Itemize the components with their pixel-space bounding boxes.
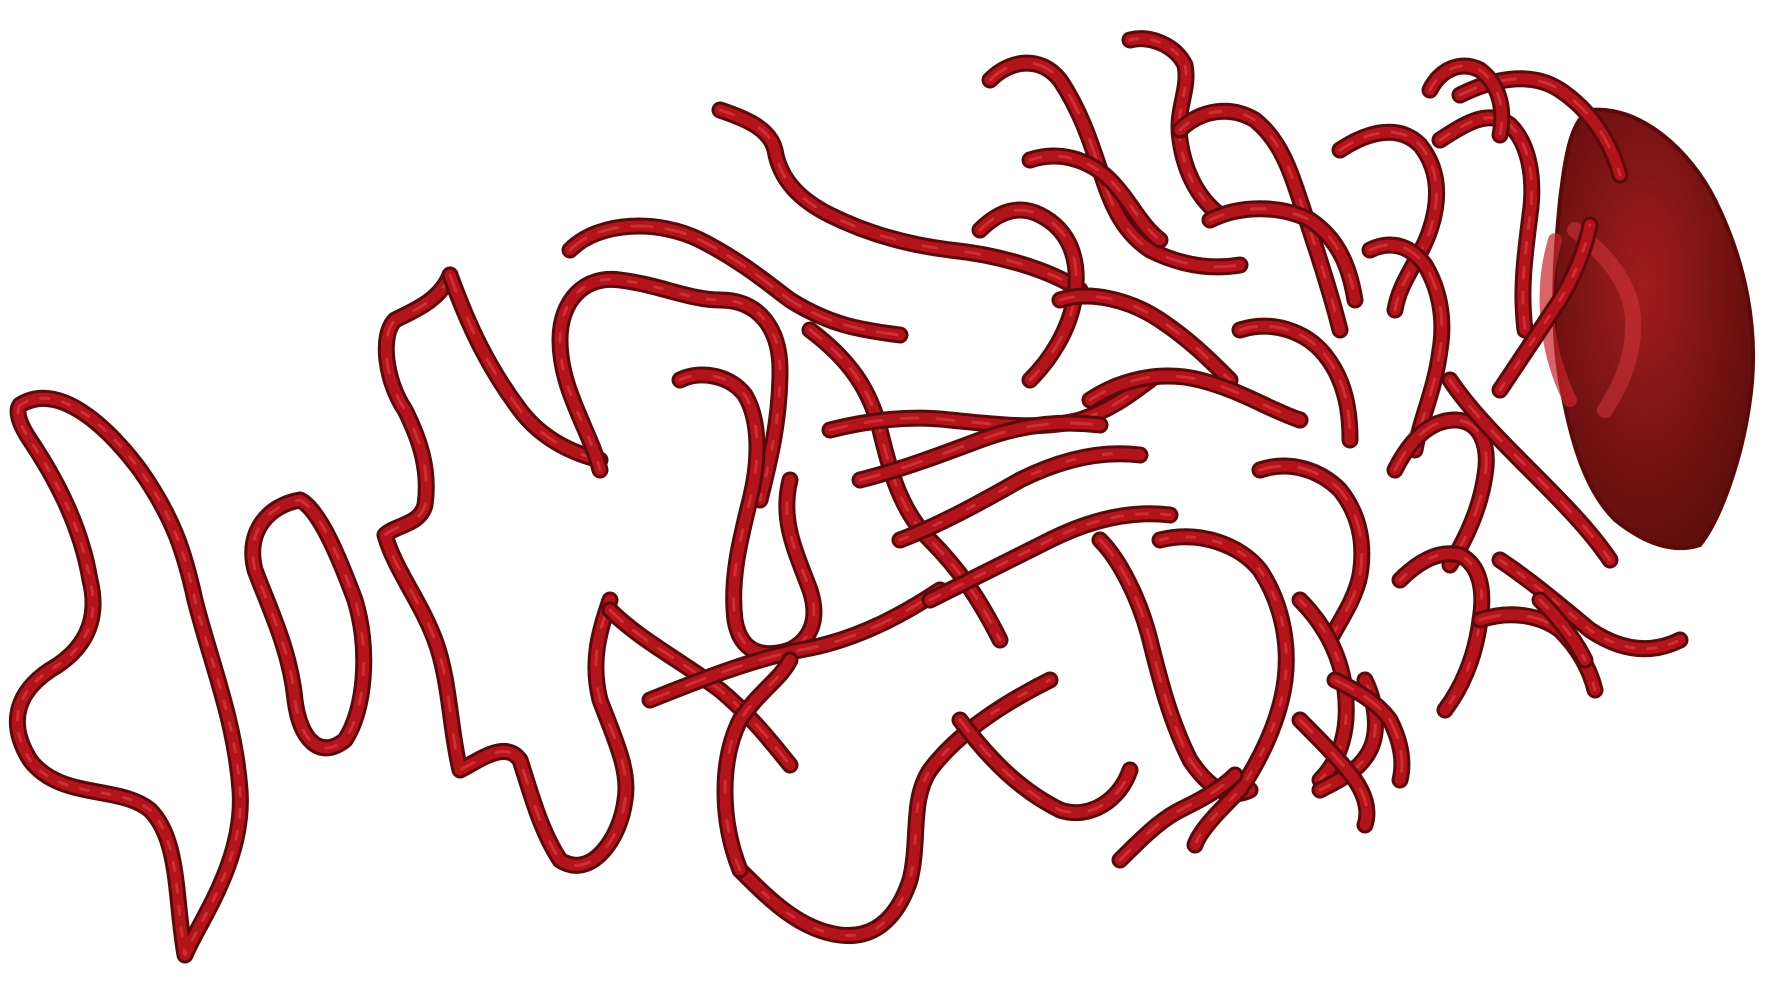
tube-strand — [1331, 123, 1446, 319]
tube-highlight — [1393, 418, 1488, 567]
tube-strand — [1421, 57, 1511, 144]
tube-strand — [601, 601, 799, 774]
tube-highlight — [383, 273, 628, 867]
tube-strand — [671, 366, 823, 663]
tube-strand — [1386, 411, 1495, 574]
tube-strand — [1491, 216, 1599, 399]
tube-body — [1389, 414, 1492, 571]
tube-strand — [551, 270, 789, 509]
tube-body — [714, 104, 1086, 296]
tube-strand — [441, 266, 609, 469]
tube-body — [1294, 714, 1373, 831]
tube-highlight — [928, 512, 1172, 602]
tube-strand — [1491, 551, 1689, 658]
tube-highlight — [1158, 535, 1288, 847]
tube-body — [854, 417, 1106, 486]
tube-body — [379, 269, 632, 871]
tube-strand — [1431, 109, 1541, 339]
tube-strand — [8, 389, 249, 964]
tube-highlight — [1498, 223, 1592, 392]
tube-strand — [376, 266, 635, 874]
tube-highlight — [1178, 109, 1342, 332]
tube-highlight — [648, 588, 942, 702]
tube-strand — [1051, 287, 1239, 389]
tube-strand — [921, 505, 1179, 609]
tube-strand — [1121, 30, 1229, 224]
tube-highlight — [1258, 464, 1364, 642]
tube-highlight — [1498, 558, 1682, 651]
tube-strand — [641, 581, 949, 709]
tube-strands — [8, 30, 1689, 964]
tube-body — [1054, 290, 1236, 386]
tube-highlight — [1238, 324, 1352, 442]
tube-highlight — [718, 108, 1082, 292]
tube-strand — [971, 201, 1085, 389]
tube-highlight — [608, 608, 792, 767]
tube-highlight — [1398, 552, 1484, 712]
tube-highlight — [1448, 378, 1612, 562]
tube-strand — [731, 671, 1059, 945]
tube-highlight — [678, 373, 816, 656]
tube-body — [1494, 554, 1686, 655]
tube-highlight — [15, 396, 242, 957]
tube-strand — [1326, 671, 1411, 789]
tube-highlight — [898, 452, 1142, 542]
tube-strand — [1251, 457, 1371, 649]
tube-highlight — [558, 277, 782, 502]
tube-strand — [1231, 317, 1359, 449]
tube-highlight — [1333, 678, 1404, 782]
tube-strand — [851, 414, 1109, 489]
tube-strand — [1151, 528, 1295, 854]
tube-strand — [1441, 371, 1619, 569]
tube-body — [954, 714, 1136, 819]
tube-strand — [1021, 147, 1169, 249]
tube-highlight — [1368, 243, 1444, 452]
tube-strand — [1201, 200, 1364, 309]
tube-highlight — [1438, 116, 1534, 332]
tube-highlight — [1458, 77, 1622, 177]
tube-strand — [1171, 102, 1349, 339]
tube-body — [1094, 534, 1256, 800]
tube-strand — [1531, 591, 1594, 669]
tube-strand — [801, 321, 1009, 649]
tube-body — [1204, 203, 1361, 306]
tube-strand — [1291, 711, 1376, 834]
tube-strand — [1091, 531, 1259, 803]
tube-strand — [1111, 766, 1244, 869]
tube-body — [1124, 33, 1226, 221]
tube-highlight — [988, 61, 1242, 269]
tube-strand — [951, 711, 1139, 822]
tube-highlight — [978, 208, 1078, 382]
tube-highlight — [568, 224, 902, 337]
tube-highlight — [251, 498, 366, 750]
tube-highlight — [1538, 598, 1587, 662]
tube-shadow — [1391, 545, 1491, 719]
tube-strand — [716, 651, 799, 879]
tube-body — [1024, 150, 1166, 246]
tube-shadow — [731, 671, 1059, 945]
tube-highlight — [723, 658, 792, 872]
tube-strand — [244, 491, 373, 757]
tube-strand — [561, 217, 909, 344]
tube-shadow — [244, 491, 373, 757]
tube-highlight — [448, 273, 602, 462]
tube-highlight — [1118, 773, 1237, 862]
tube-highlight — [1088, 374, 1302, 422]
tube-highlight — [958, 718, 1132, 815]
tube-highlight — [1428, 64, 1504, 137]
tube-body — [1334, 126, 1443, 316]
tube-strand — [1361, 236, 1451, 459]
dark-disc-blob — [1539, 107, 1756, 551]
tube-strand — [711, 101, 1089, 299]
tube-shadow — [376, 266, 635, 874]
tube-strand — [1391, 545, 1491, 719]
tube-strand — [891, 445, 1149, 549]
tube-strand — [1081, 367, 1309, 429]
